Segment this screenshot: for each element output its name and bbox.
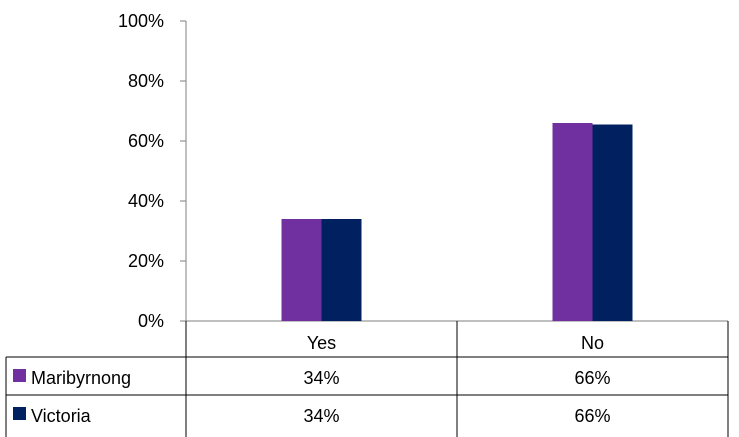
- legend-key-maribyrnong: [13, 369, 26, 382]
- data-table-value: 34%: [303, 368, 339, 388]
- legend-key-victoria: [13, 407, 26, 420]
- y-tick-label: 60%: [128, 131, 164, 151]
- category-label: No: [581, 333, 604, 353]
- legend-label: Maribyrnong: [31, 368, 131, 388]
- y-tick-label: 80%: [128, 71, 164, 91]
- bars: [281, 123, 633, 321]
- data-table-value: 66%: [574, 406, 610, 426]
- data-table-value: 34%: [303, 406, 339, 426]
- data-table: Yes No Maribyrnong 34% 66% Victoria 34% 66%: [5, 321, 729, 437]
- y-axis: 0% 20% 40% 60% 80% 100%: [118, 11, 728, 331]
- y-tick-label: 100%: [118, 11, 164, 31]
- bar-maribyrnong-yes: [281, 219, 322, 321]
- y-tick-label: 0%: [138, 311, 164, 331]
- bar-maribyrnong-no: [552, 123, 593, 321]
- bar-victoria-no: [592, 124, 633, 321]
- bar-victoria-yes: [321, 219, 362, 321]
- y-tick-label: 40%: [128, 191, 164, 211]
- category-label: Yes: [307, 333, 336, 353]
- legend-label: Victoria: [31, 406, 92, 426]
- data-table-value: 66%: [574, 368, 610, 388]
- y-tick-label: 20%: [128, 251, 164, 271]
